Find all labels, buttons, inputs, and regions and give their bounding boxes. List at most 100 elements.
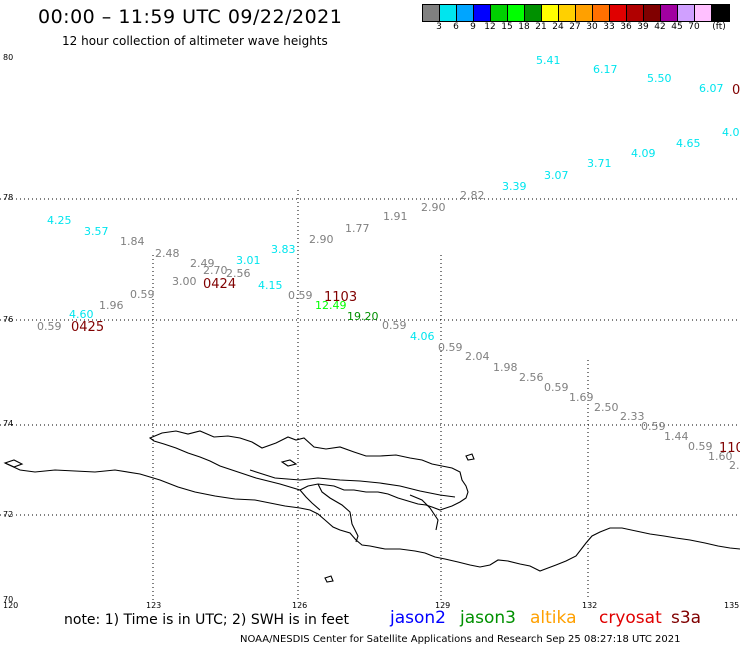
- wave-height-value: 0.59: [688, 440, 713, 453]
- satellite-legend: jason2 jason3 altika cryosat s3a: [0, 608, 740, 628]
- color-scale-label: 15: [501, 22, 513, 32]
- wave-height-value: 3.39: [502, 180, 527, 193]
- wave-height-value: 3.57: [84, 225, 109, 238]
- wave-height-value: 5.50: [647, 72, 672, 85]
- color-swatch: [457, 5, 474, 21]
- color-scale-label: 45: [671, 22, 683, 32]
- wave-height-value: 2.: [729, 459, 740, 472]
- wave-height-value: 3.00: [172, 275, 197, 288]
- delta-channel-4: [409, 494, 439, 531]
- pass-time-label: 1103: [324, 290, 357, 305]
- longitude-tick-label: 126: [292, 601, 307, 610]
- wave-height-value: 2.56: [519, 371, 544, 384]
- wave-height-value: 1.69: [569, 391, 594, 404]
- color-scale-label: 39: [637, 22, 649, 32]
- wave-height-value: 2.90: [421, 201, 446, 214]
- wave-height-value: 1.60: [708, 450, 733, 463]
- wave-height-value: 1.77: [345, 222, 370, 235]
- map-title: 00:00 – 11:59 UTC 09/22/2021: [38, 6, 343, 28]
- islet-1: [280, 459, 298, 467]
- color-swatch: [491, 5, 508, 21]
- color-scale-label: 27: [569, 22, 581, 32]
- wave-height-value: 4.15: [258, 279, 283, 292]
- latitude-tick-label: 76: [3, 315, 13, 324]
- wave-height-value: 0.59: [544, 381, 569, 394]
- wave-height-value: 3.01: [236, 254, 261, 267]
- satellite-legend-s3a: s3a: [671, 608, 702, 628]
- wave-height-value: 5.41: [536, 54, 561, 67]
- color-scale-labels: 3 6 9 12 15 18 21 24 27 30 33 36 39 42 45 70 (ft): [0, 22, 740, 34]
- islet-3: [324, 575, 334, 583]
- latitude-tick-label: 74: [3, 419, 13, 428]
- color-scale-bar: [422, 4, 730, 22]
- wave-height-value: 6.07: [699, 82, 724, 95]
- mainland-coast: [4, 462, 740, 572]
- wave-height-value: 2.49: [190, 257, 215, 270]
- color-scale-label: 70: [688, 22, 700, 32]
- wave-height-value: 0.59: [641, 420, 666, 433]
- color-scale-label: 3: [436, 22, 442, 32]
- delta-channel-3: [299, 489, 321, 511]
- color-scale-label: 9: [470, 22, 476, 32]
- longitude-tick-label: 132: [582, 601, 597, 610]
- color-scale-label: 24: [552, 22, 564, 32]
- color-swatch: [695, 5, 712, 21]
- latitude-tick-label: 70: [3, 595, 13, 604]
- color-swatch: [423, 5, 440, 21]
- wave-height-value: 3.71: [587, 157, 612, 170]
- wave-height-value: 0.59: [288, 289, 313, 302]
- color-swatch: [661, 5, 678, 21]
- wave-height-value: 19.20: [347, 310, 379, 323]
- color-swatch: [508, 5, 525, 21]
- color-swatch: [712, 5, 729, 21]
- color-scale-label: 21: [535, 22, 547, 32]
- color-scale-label: 6: [453, 22, 459, 32]
- wave-height-value: 1.98: [493, 361, 518, 374]
- wave-height-value: 4.06: [410, 330, 435, 343]
- wave-height-value: 4.09: [631, 147, 656, 160]
- credit-line: NOAA/NESDIS Center for Satellite Applica…: [240, 634, 681, 645]
- map-subtitle: 12 hour collection of altimeter wave hei…: [62, 34, 328, 48]
- wave-height-value: 2.48: [155, 247, 180, 260]
- wave-height-labels: 5.41 6.17 5.50 6.07 4.65 4.09 3.71 3.07 3.39 2.82…: [37, 54, 740, 472]
- wave-height-value: 2.50: [594, 401, 619, 414]
- island-left: [3, 459, 24, 468]
- wave-height-value: 6.17: [593, 63, 618, 76]
- wave-height-value: 4.60: [69, 308, 94, 321]
- wave-height-value: 2.56: [226, 267, 251, 280]
- islet-2: [465, 453, 475, 461]
- color-swatch: [627, 5, 644, 21]
- wave-height-value: 1.96: [99, 299, 124, 312]
- pass-time-label: 0425: [71, 320, 104, 335]
- color-swatch: [559, 5, 576, 21]
- wave-height-value: 0.59: [382, 319, 407, 332]
- latitude-tick-label: 80: [3, 53, 13, 62]
- color-swatch: [525, 5, 542, 21]
- wave-height-value: 4.25: [47, 214, 72, 227]
- footer-note: note: 1) Time is in UTC; 2) SWH is in fe…: [64, 612, 350, 628]
- delta-coast: [148, 430, 469, 511]
- color-scale-label: (ft): [712, 22, 726, 32]
- coastline: [3, 430, 740, 583]
- wave-height-value: 2.70: [203, 264, 228, 277]
- wave-height-value: 3.83: [271, 243, 296, 256]
- wave-height-value: 1.44: [664, 430, 689, 443]
- wave-height-value: 0.59: [130, 288, 155, 301]
- satellite-legend-altika: altika: [530, 608, 577, 628]
- color-scale-label: 18: [518, 22, 530, 32]
- color-swatch: [644, 5, 661, 21]
- wave-height-value: 4.65: [676, 137, 701, 150]
- color-scale-label: 33: [603, 22, 615, 32]
- color-scale-label: 42: [654, 22, 666, 32]
- pass-time-label: 0424: [203, 277, 236, 292]
- wave-height-value: 2.33: [620, 410, 645, 423]
- wave-height-value: 1.91: [383, 210, 408, 223]
- wave-height-value: 2.82: [460, 189, 485, 202]
- color-scale-label: 30: [586, 22, 598, 32]
- color-swatch: [542, 5, 559, 21]
- color-swatch: [678, 5, 695, 21]
- latitude-tick-label: 78: [3, 193, 13, 202]
- color-scale-label: 12: [484, 22, 496, 32]
- longitude-tick-label: 120: [3, 601, 18, 610]
